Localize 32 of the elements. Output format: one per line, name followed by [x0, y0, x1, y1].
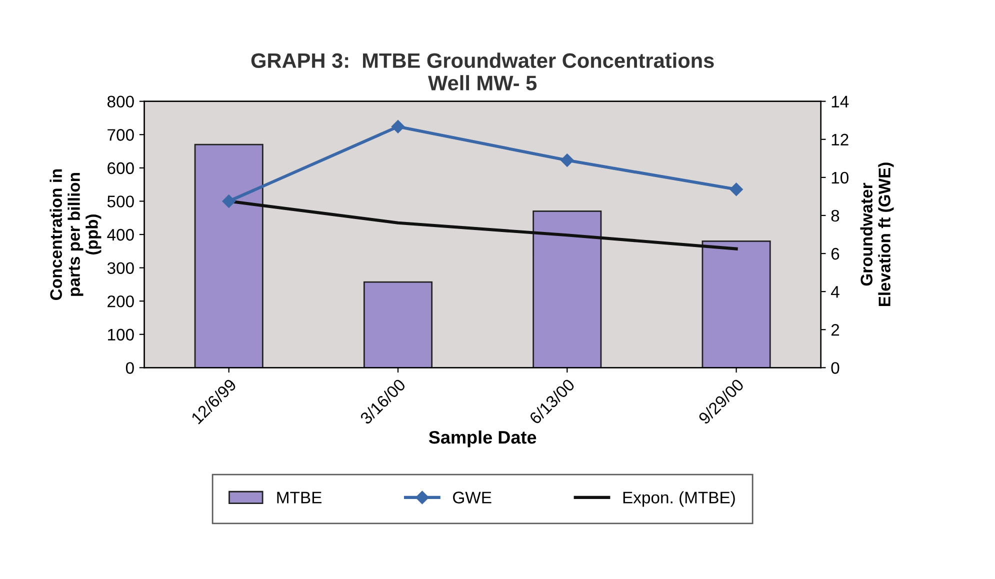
- y2-tick-label: 6: [831, 248, 840, 260]
- y-tick-label: 100: [108, 328, 134, 341]
- y-tick-label: 0: [126, 362, 134, 374]
- y-tick-label: 800: [107, 96, 134, 108]
- y-tick-label: 300: [107, 262, 134, 274]
- chart-title: GRAPH 3: MTBE Groundwater Concentrations Well MW- 5: [251, 52, 714, 90]
- y2-tick-label: 0: [831, 362, 840, 374]
- y-tick-label: 700: [108, 129, 134, 141]
- bar: [532, 210, 602, 368]
- y2-tick-label: 4: [830, 286, 840, 298]
- bar: [194, 144, 264, 368]
- x-axis-title: Sample Date: [428, 430, 536, 448]
- bar: [702, 240, 771, 368]
- legend-label: Expon. (MTBE): [623, 491, 735, 507]
- point: [222, 194, 236, 208]
- y2-tick-label: 14: [832, 96, 849, 108]
- point: [560, 154, 574, 167]
- y-axis-title: Concentration in parts per billion (ppb): [50, 169, 102, 300]
- bar: [363, 281, 433, 368]
- y-tick-label: 200: [108, 295, 134, 308]
- y2-tick-label: 2: [831, 324, 840, 336]
- y2-tick-label: 12: [832, 134, 848, 146]
- point: [391, 120, 405, 134]
- point: [730, 182, 743, 196]
- y2-axis-title: Groundwater Elevation ft (GWE): [860, 162, 894, 306]
- legend-label: MTBE: [277, 492, 322, 504]
- y2-tick-label: 8: [831, 210, 840, 222]
- y-tick-label: 400: [107, 228, 134, 241]
- y-tick-label: 500: [107, 196, 134, 208]
- legend-label: GWE: [453, 492, 492, 504]
- y-tick-label: 600: [108, 162, 134, 174]
- y2-tick-label: 10: [832, 172, 848, 184]
